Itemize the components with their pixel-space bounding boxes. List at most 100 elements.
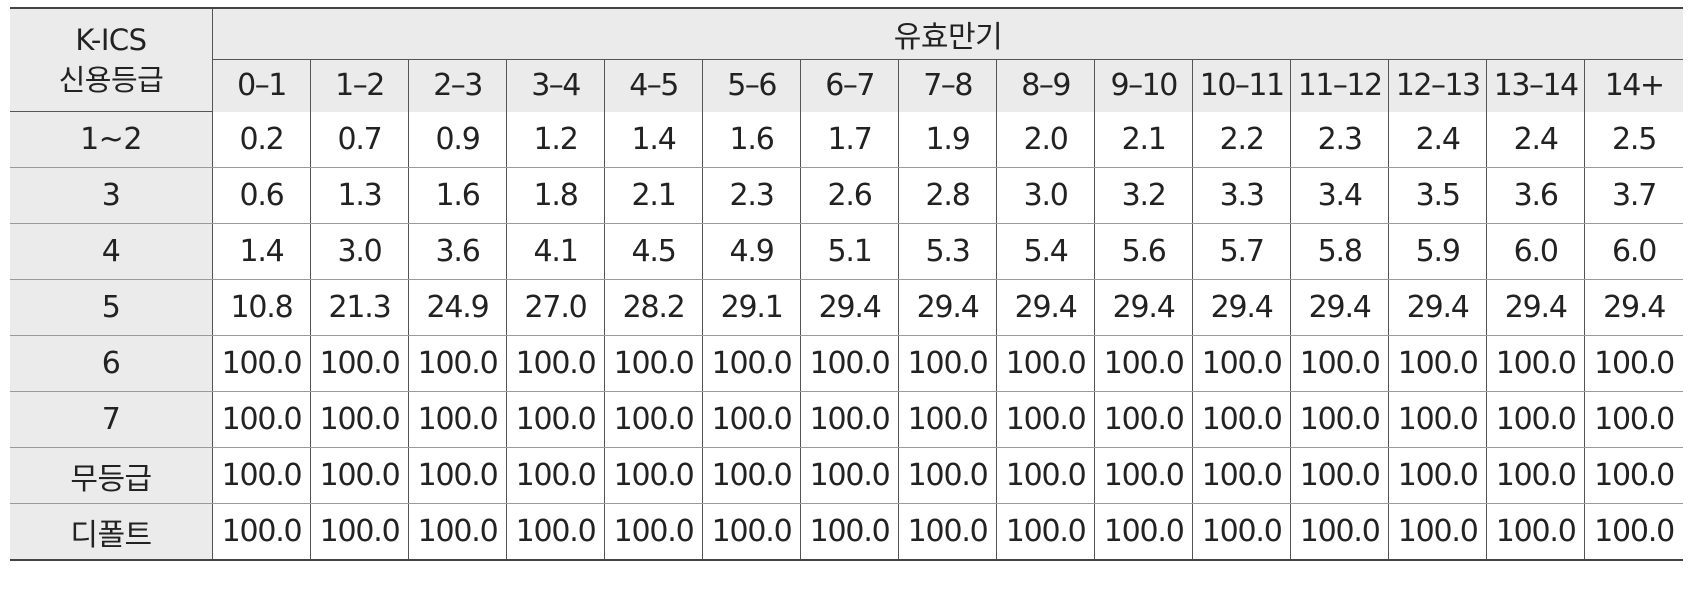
risk-value-cell: 1.8	[506, 167, 605, 224]
table-row: 6 100.0 100.0 100.0 100.0 100.0 100.0 100.0 100.…	[10, 335, 1683, 392]
table-row: 무등급 100.0 100.0 100.0 100.0 100.0 100.0 100.0 10…	[10, 447, 1683, 504]
credit-grade-cell: 7	[10, 391, 213, 448]
risk-factor-table: K-ICS 신용등급 유효만기 0–1 1–2 2–3 3–4 4–5 5–6 6–7 7–8…	[10, 7, 1683, 561]
risk-value-cell: 5.1	[800, 223, 899, 280]
maturity-column-header: 3–4	[506, 59, 605, 112]
risk-value-cell: 100.0	[408, 391, 507, 448]
maturity-column-header: 2–3	[408, 59, 507, 112]
risk-value-cell: 100.0	[800, 447, 899, 504]
maturity-column-header: 14+	[1584, 59, 1683, 112]
risk-value-cell: 29.4	[996, 279, 1095, 336]
table-header: K-ICS 신용등급 유효만기 0–1 1–2 2–3 3–4 4–5 5–6 6–7 7–8…	[10, 8, 1683, 112]
risk-value-cell: 100.0	[604, 503, 703, 560]
table-row: 3 0.6 1.3 1.6 1.8 2.1 2.3 2.6 2.8 3.0 3.2 3.3 3.4 3.5…	[10, 167, 1683, 224]
maturity-column-header: 11–12	[1290, 59, 1389, 112]
risk-value-cell: 28.2	[604, 279, 703, 336]
risk-value-cell: 5.6	[1094, 223, 1193, 280]
table-container: K-ICS 신용등급 유효만기 0–1 1–2 2–3 3–4 4–5 5–6 6–7 7–8…	[10, 7, 1683, 561]
risk-value-cell: 100.0	[996, 335, 1095, 392]
risk-value-cell: 3.3	[1192, 167, 1291, 224]
maturity-column-header: 0–1	[212, 59, 311, 112]
maturity-column-header: 6–7	[800, 59, 899, 112]
table-row: 7 100.0 100.0 100.0 100.0 100.0 100.0 100.0 100.…	[10, 391, 1683, 448]
risk-value-cell: 100.0	[212, 447, 311, 504]
risk-value-cell: 5.9	[1388, 223, 1487, 280]
risk-value-cell: 100.0	[506, 503, 605, 560]
risk-value-cell: 4.5	[604, 223, 703, 280]
maturity-column-header: 10–11	[1192, 59, 1291, 112]
risk-value-cell: 2.5	[1584, 111, 1683, 168]
risk-value-cell: 100.0	[1486, 335, 1585, 392]
risk-value-cell: 5.3	[898, 223, 997, 280]
risk-value-cell: 100.0	[1094, 391, 1193, 448]
risk-value-cell: 3.2	[1094, 167, 1193, 224]
risk-value-cell: 1.4	[212, 223, 311, 280]
credit-grade-cell: 6	[10, 335, 213, 392]
header-row-columns: 0–1 1–2 2–3 3–4 4–5 5–6 6–7 7–8 8–9 9–10 10–11 11–1…	[10, 59, 1683, 112]
maturity-column-header: 9–10	[1094, 59, 1193, 112]
risk-value-cell: 3.5	[1388, 167, 1487, 224]
credit-grade-cell: 무등급	[10, 447, 213, 504]
risk-value-cell: 100.0	[1192, 447, 1291, 504]
risk-value-cell: 29.4	[1388, 279, 1487, 336]
risk-value-cell: 1.6	[408, 167, 507, 224]
maturity-column-header: 8–9	[996, 59, 1095, 112]
risk-value-cell: 100.0	[898, 391, 997, 448]
risk-value-cell: 100.0	[1192, 391, 1291, 448]
risk-value-cell: 100.0	[800, 391, 899, 448]
risk-value-cell: 100.0	[1094, 503, 1193, 560]
risk-value-cell: 100.0	[1094, 447, 1193, 504]
risk-value-cell: 29.4	[1486, 279, 1585, 336]
table-body: 1~2 0.2 0.7 0.9 1.2 1.4 1.6 1.7 1.9 2.0 2.1 2.2 2.3 2…	[10, 111, 1683, 560]
risk-value-cell: 100.0	[1094, 335, 1193, 392]
risk-value-cell: 100.0	[1388, 447, 1487, 504]
risk-value-cell: 100.0	[1290, 335, 1389, 392]
maturity-column-header: 7–8	[898, 59, 997, 112]
risk-value-cell: 100.0	[898, 447, 997, 504]
risk-value-cell: 2.3	[1290, 111, 1389, 168]
risk-value-cell: 24.9	[408, 279, 507, 336]
risk-value-cell: 3.7	[1584, 167, 1683, 224]
risk-value-cell: 27.0	[506, 279, 605, 336]
maturity-column-header: 4–5	[604, 59, 703, 112]
risk-value-cell: 100.0	[1290, 503, 1389, 560]
risk-value-cell: 0.7	[310, 111, 409, 168]
credit-grade-cell: 4	[10, 223, 213, 280]
grade-column-header: K-ICS 신용등급	[10, 8, 213, 112]
risk-value-cell: 29.4	[898, 279, 997, 336]
risk-value-cell: 3.6	[1486, 167, 1585, 224]
credit-grade-cell: 1~2	[10, 111, 213, 168]
risk-value-cell: 3.6	[408, 223, 507, 280]
risk-value-cell: 100.0	[702, 335, 801, 392]
credit-grade-cell: 5	[10, 279, 213, 336]
risk-value-cell: 0.9	[408, 111, 507, 168]
risk-value-cell: 100.0	[604, 447, 703, 504]
risk-value-cell: 100.0	[408, 447, 507, 504]
risk-value-cell: 100.0	[212, 335, 311, 392]
risk-value-cell: 100.0	[1290, 447, 1389, 504]
risk-value-cell: 100.0	[800, 503, 899, 560]
grade-header-line-2: 신용등급	[58, 63, 164, 97]
risk-value-cell: 100.0	[1388, 335, 1487, 392]
table-row: 4 1.4 3.0 3.6 4.1 4.5 4.9 5.1 5.3 5.4 5.6 5.7 5.8 5.9…	[10, 223, 1683, 280]
risk-value-cell: 100.0	[408, 503, 507, 560]
risk-value-cell: 100.0	[604, 335, 703, 392]
risk-value-cell: 100.0	[506, 335, 605, 392]
table-row: 5 10.8 21.3 24.9 27.0 28.2 29.1 29.4 29.4 29.4 29.…	[10, 279, 1683, 336]
risk-value-cell: 100.0	[1584, 391, 1683, 448]
risk-value-cell: 100.0	[996, 503, 1095, 560]
risk-value-cell: 2.4	[1388, 111, 1487, 168]
maturity-column-header: 5–6	[702, 59, 801, 112]
risk-value-cell: 100.0	[702, 503, 801, 560]
risk-value-cell: 2.3	[702, 167, 801, 224]
risk-value-cell: 100.0	[212, 391, 311, 448]
risk-value-cell: 100.0	[800, 335, 899, 392]
risk-value-cell: 100.0	[898, 503, 997, 560]
risk-value-cell: 1.6	[702, 111, 801, 168]
risk-value-cell: 29.1	[702, 279, 801, 336]
risk-value-cell: 2.2	[1192, 111, 1291, 168]
risk-value-cell: 1.2	[506, 111, 605, 168]
risk-value-cell: 100.0	[1290, 391, 1389, 448]
table-row: 1~2 0.2 0.7 0.9 1.2 1.4 1.6 1.7 1.9 2.0 2.1 2.2 2.3 2…	[10, 111, 1683, 168]
maturity-column-header: 12–13	[1388, 59, 1487, 112]
